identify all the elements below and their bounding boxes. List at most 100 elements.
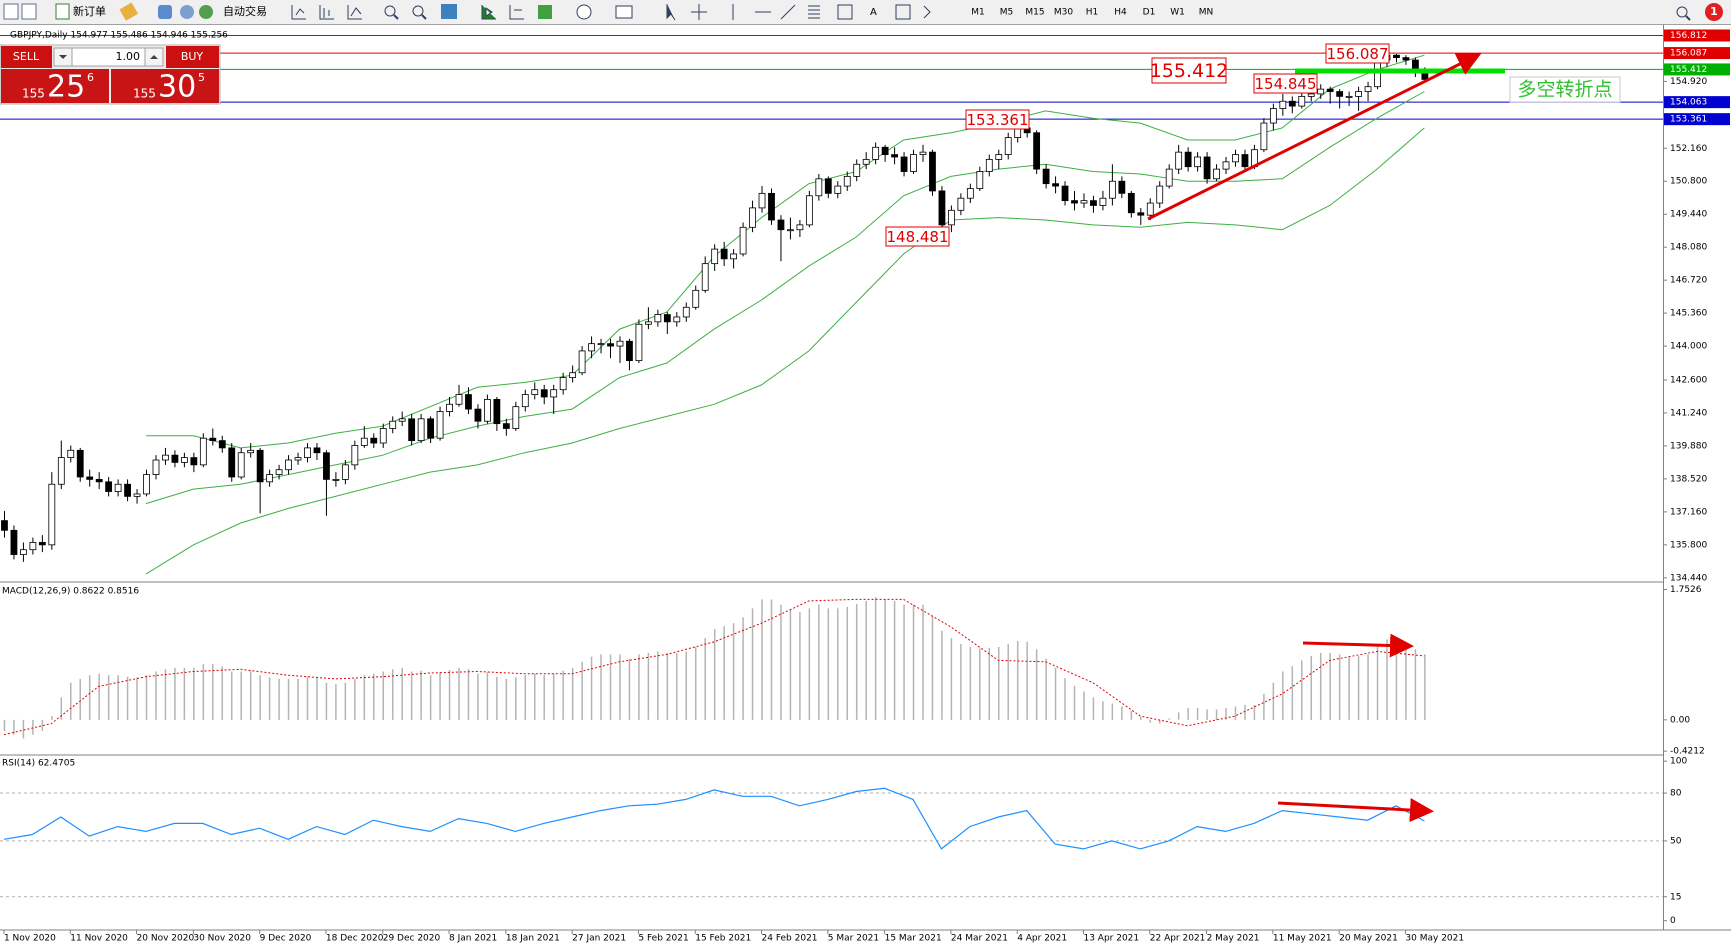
candle-body (597, 343, 605, 346)
candle-body (171, 454, 179, 463)
toolbar-icons: A (3, 2, 1723, 21)
candle-body (1052, 183, 1059, 187)
timeframe-button[interactable]: M15 (1025, 8, 1044, 18)
buy-label[interactable]: BUY (181, 50, 204, 63)
y-tick-label: 139.880 (1670, 441, 1707, 451)
sell-price-box[interactable] (1, 69, 109, 103)
y-tick-label: 144.000 (1670, 342, 1707, 352)
candle-body (1317, 88, 1325, 95)
x-tick-label: 9 Dec 2020 (260, 934, 312, 944)
alert-badge[interactable]: 1 (1710, 5, 1718, 18)
candle-body (531, 389, 539, 395)
x-tick-label: 1 Nov 2020 (4, 934, 56, 944)
lots-value[interactable]: 1.00 (116, 50, 141, 63)
candle-body (550, 389, 558, 398)
new-order-button[interactable]: 新订单 (73, 4, 106, 18)
trade-panel (0, 44, 221, 105)
candle-body (455, 394, 463, 405)
price-level-label: 154.063 (1670, 98, 1707, 108)
candle-body (67, 449, 75, 458)
candle-body (1175, 151, 1183, 170)
candle-body (332, 478, 340, 481)
y-tick-label: 0 (1670, 916, 1676, 926)
candle-body (673, 316, 681, 323)
y-tick-label: 145.360 (1670, 309, 1707, 319)
candle-body (730, 253, 738, 260)
candle-body (313, 447, 321, 454)
candle-body (1345, 95, 1353, 98)
candle-body (1222, 161, 1230, 170)
candle-body (692, 289, 700, 308)
candle-body (266, 474, 274, 483)
y-tick-label: 15 (1670, 892, 1681, 902)
buy-button[interactable] (166, 46, 219, 68)
candle-body (1364, 86, 1372, 92)
auto-trading-button[interactable]: 自动交易 (223, 4, 267, 18)
candle-body (209, 437, 217, 442)
y-tick-label: 137.160 (1670, 507, 1707, 517)
chart-area: 154.920 152.160 150.800 149.440 148.080 146.7… (0, 29, 1730, 944)
timeframe-button[interactable]: D1 (1143, 8, 1156, 18)
candle-body (957, 197, 965, 211)
candle-body (815, 178, 823, 197)
sell-button[interactable] (1, 46, 52, 68)
candle-body (1127, 192, 1135, 214)
candle-body (351, 445, 359, 466)
annotation: 148.481 (886, 228, 948, 246)
candle-body (48, 483, 56, 546)
candle-body (1061, 185, 1069, 202)
buy-price-box[interactable] (111, 69, 219, 103)
candle-body (294, 457, 302, 461)
timeframe-button[interactable]: MN (1199, 8, 1214, 18)
timeframe-button[interactable]: M30 (1054, 8, 1073, 18)
y-tick-label: 50 (1670, 836, 1682, 846)
sell-label[interactable]: SELL (13, 50, 40, 63)
candle-body (1156, 185, 1164, 204)
x-tick-label: 20 Nov 2020 (137, 934, 195, 944)
timeframe-button[interactable]: H1 (1086, 8, 1099, 18)
candle-body (1118, 180, 1126, 194)
candle-body (1402, 57, 1410, 61)
timeframe-button[interactable]: H4 (1114, 8, 1127, 18)
candle-body (1165, 168, 1173, 187)
y-tick-label: -0.4212 (1670, 747, 1705, 757)
candle-body (985, 159, 993, 172)
candle-body (540, 389, 548, 398)
candle-body (1269, 108, 1277, 124)
x-tick-label: 5 Feb 2021 (638, 934, 688, 944)
x-tick-label: 27 Jan 2021 (572, 934, 626, 944)
x-tick-label: 18 Jan 2021 (506, 934, 560, 944)
note-box (1509, 76, 1621, 103)
x-tick-label: 18 Dec 2020 (326, 934, 384, 944)
price-level-tag (1664, 113, 1730, 126)
candle-body (881, 146, 889, 155)
chart-title: GBPJPY,Daily 154.977 155.486 154.946 155… (10, 31, 228, 41)
buy-price-fraction: 5 (198, 71, 205, 84)
rsi-title: RSI(14) 62.4705 (2, 759, 75, 769)
candle-body (1326, 88, 1334, 92)
x-tick-label: 11 May 2021 (1273, 934, 1332, 944)
timeframe-button[interactable]: M1 (971, 8, 985, 18)
candle-body (900, 156, 908, 172)
candle-body (768, 192, 775, 221)
candle-body (341, 464, 349, 480)
bollinger-upper (146, 54, 1425, 449)
candle-body (408, 418, 416, 442)
macd-arrow (1302, 633, 1414, 658)
annotation-box (965, 109, 1030, 130)
candle-body (152, 459, 160, 475)
timeframe-button[interactable]: W1 (1170, 8, 1185, 18)
bollinger-middle (145, 91, 1425, 505)
timeframe-button[interactable]: M5 (1000, 8, 1014, 18)
candle-body (787, 229, 794, 232)
x-tick-label: 4 Apr 2021 (1017, 934, 1067, 944)
candle-body (114, 483, 122, 492)
trend-arrow (1147, 53, 1482, 221)
bollinger-lower (145, 127, 1425, 575)
candle-body (1298, 95, 1306, 107)
candle-body (682, 306, 690, 318)
sell-price-pips: 25 (47, 70, 85, 105)
candle-body (995, 154, 1003, 160)
y-tick-label: 134.440 (1670, 573, 1707, 583)
candle-body (1, 520, 8, 531)
